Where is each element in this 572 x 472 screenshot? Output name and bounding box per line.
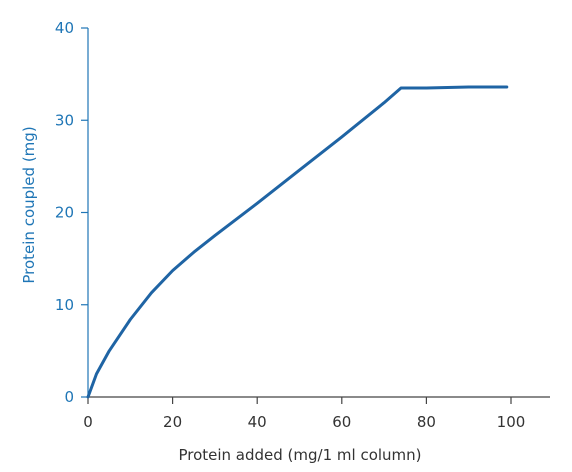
x-tick-label: 80	[417, 413, 436, 431]
y-tick-label: 30	[55, 111, 74, 129]
series-group	[86, 85, 509, 399]
x-axis-label: Protein added (mg/1 ml column)	[178, 446, 421, 464]
y-tick-label: 0	[64, 388, 74, 406]
x-tick-label: 40	[248, 413, 267, 431]
x-axis: 0 20 40 60 80 100	[83, 396, 550, 431]
y-tick-label: 10	[55, 296, 74, 314]
x-tick-label: 100	[497, 413, 526, 431]
y-tick-label: 40	[55, 19, 74, 37]
series-line	[86, 85, 509, 399]
y-tick-label: 20	[55, 204, 74, 222]
y-axis-label: Protein coupled (mg)	[20, 126, 38, 283]
x-tick-label: 60	[332, 413, 351, 431]
y-axis: 0 10 20 30 40	[55, 19, 89, 406]
x-tick-label: 0	[83, 413, 93, 431]
x-tick-label: 20	[163, 413, 182, 431]
